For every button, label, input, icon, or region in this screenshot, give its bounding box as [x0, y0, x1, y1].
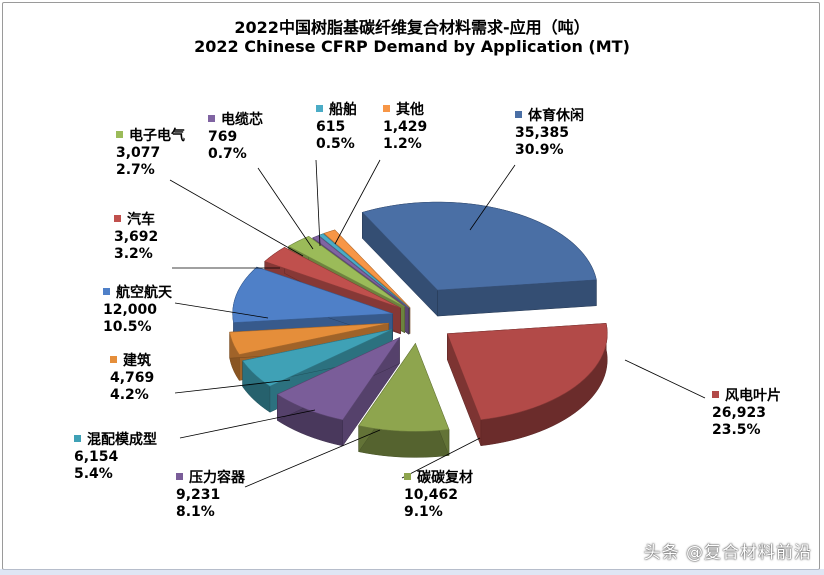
leader-line-9 [257, 167, 314, 250]
slice-top-2 [358, 342, 450, 432]
leader-line-2 [401, 437, 481, 479]
slice-top-7 [264, 247, 401, 309]
slice-name-4: 混配模成型 [87, 432, 157, 448]
slice-pct-5: 4.2% [110, 387, 149, 403]
slice-pct-6: 10.5% [103, 319, 152, 335]
slice-1 [446, 323, 608, 447]
slice-value-8: 3,077 [116, 145, 161, 161]
slice-name-2: 碳碳复材 [417, 470, 473, 486]
legend-swatch-3 [176, 473, 183, 480]
slice-name-11: 其他 [396, 102, 424, 118]
slice-top-6 [232, 266, 393, 323]
legend-swatch-9 [208, 115, 215, 122]
slice-top-10 [318, 233, 410, 309]
slice-value-4: 6,154 [74, 449, 119, 465]
legend-swatch-0 [515, 111, 522, 118]
leader-line-11 [334, 159, 381, 245]
slice-top-11 [323, 229, 411, 308]
slice-value-10: 615 [316, 119, 346, 135]
slice-pct-3: 8.1% [176, 504, 215, 520]
slice-pct-0: 30.9% [515, 142, 564, 158]
slice-value-6: 12,000 [103, 302, 158, 318]
leader-line-6 [174, 302, 269, 319]
slice-value-3: 9,231 [176, 487, 221, 503]
slice-name-6: 航空航天 [116, 285, 172, 301]
legend-swatch-1 [712, 391, 719, 398]
slice-label-1: 风电叶片 26,923 23.5% [712, 388, 781, 439]
legend-swatch-10 [316, 105, 323, 112]
slice-top-3 [276, 336, 401, 421]
leader-line-8 [169, 179, 304, 257]
slice-pct-4: 5.4% [74, 466, 113, 482]
slice-value-7: 3,692 [114, 229, 159, 245]
slice-name-9: 电缆芯 [221, 112, 263, 128]
slice-label-5: 建筑 4,769 4.2% [110, 353, 154, 404]
slice-0 [361, 201, 597, 317]
slice-label-9: 电缆芯 769 0.7% [208, 112, 263, 163]
slice-pct-7: 3.2% [114, 246, 153, 262]
slice-label-2: 碳碳复材 10,462 9.1% [404, 470, 473, 521]
legend-swatch-11 [383, 105, 390, 112]
chart-subtitle: 2022 Chinese CFRP Demand by Application … [194, 37, 630, 56]
leader-line-0 [469, 164, 516, 231]
legend-swatch-4 [74, 435, 81, 442]
slice-name-3: 压力容器 [189, 470, 245, 486]
slice-value-9: 769 [208, 129, 238, 145]
slice-pct-1: 23.5% [712, 422, 761, 438]
slice-label-0: 体育休闲 35,385 30.9% [515, 108, 584, 159]
slice-top-1 [446, 323, 608, 421]
slice-value-5: 4,769 [110, 370, 155, 386]
slice-pct-8: 2.7% [116, 162, 155, 178]
slice-value-2: 10,462 [404, 487, 459, 503]
slice-label-3: 压力容器 9,231 8.1% [176, 470, 245, 521]
slice-label-11: 其他 1,429 1.2% [383, 102, 427, 153]
slice-pct-10: 0.5% [316, 136, 355, 152]
slice-label-10: 船舶 615 0.5% [316, 102, 357, 153]
bottom-band [0, 569, 824, 575]
leader-line-5 [174, 379, 291, 394]
legend-swatch-6 [103, 288, 110, 295]
slice-value-1: 26,923 [712, 405, 767, 421]
slice-name-5: 建筑 [123, 353, 151, 369]
slice-label-7: 汽车 3,692 3.2% [114, 212, 158, 263]
slice-label-6: 航空航天 12,000 10.5% [103, 285, 172, 336]
leader-line-10 [315, 159, 321, 247]
legend-swatch-7 [114, 215, 121, 222]
slice-top-9 [312, 235, 409, 309]
leader-line-4 [179, 409, 316, 439]
slice-value-0: 35,385 [515, 125, 570, 141]
slice-pct-2: 9.1% [404, 504, 443, 520]
slice-3 [276, 336, 401, 447]
slice-top-5 [229, 322, 389, 355]
slice-pct-9: 0.7% [208, 146, 247, 162]
slice-label-4: 混配模成型 6,154 5.4% [74, 432, 157, 483]
legend-swatch-2 [404, 473, 411, 480]
slice-top-8 [287, 236, 405, 308]
slice-name-10: 船舶 [329, 102, 357, 118]
slice-value-11: 1,429 [383, 119, 428, 135]
legend-swatch-8 [116, 131, 123, 138]
slice-top-4 [242, 329, 393, 387]
slice-pct-11: 1.2% [383, 136, 422, 152]
slice-top-0 [361, 201, 597, 291]
watermark: 头条 @复合材料前沿 [643, 543, 812, 563]
slice-2 [358, 342, 450, 458]
leader-line-1 [624, 359, 706, 399]
slice-name-7: 汽车 [127, 212, 155, 228]
slice-label-8: 电子电气 3,077 2.7% [116, 128, 185, 179]
chart-title: 2022中国树脂基碳纤维复合材料需求-应用（吨） [234, 18, 590, 37]
slice-name-1: 风电叶片 [725, 388, 781, 404]
slice-name-0: 体育休闲 [528, 108, 584, 124]
leader-line-3 [244, 429, 381, 488]
slice-name-8: 电子电气 [129, 128, 185, 144]
legend-swatch-5 [110, 356, 117, 363]
